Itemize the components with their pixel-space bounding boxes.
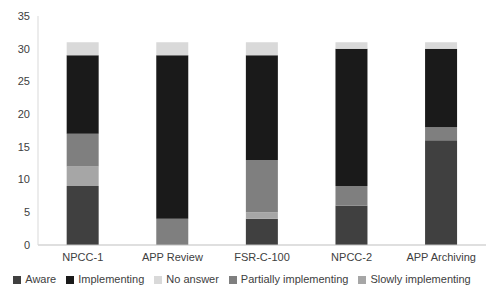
svg-text:30: 30 <box>18 43 30 55</box>
svg-text:NPCC-1: NPCC-1 <box>62 251 103 263</box>
svg-text:NPCC-2: NPCC-2 <box>331 251 372 263</box>
svg-text:25: 25 <box>18 75 30 87</box>
html-text:Slowly implementing: Slowly implementing <box>370 273 471 285</box>
svg-text:APP Review: APP Review <box>142 251 203 263</box>
svg-text:APP Archiving: APP Archiving <box>406 251 476 263</box>
svg-text:0: 0 <box>24 239 30 251</box>
html-text:Implementing: Implementing <box>78 273 145 285</box>
svg-text:35: 35 <box>18 10 30 22</box>
svg-text:10: 10 <box>18 173 30 185</box>
html-text:Aware: Aware <box>25 273 57 285</box>
html-text:No answer: No answer <box>166 273 219 285</box>
html-text:Partially implementing: Partially implementing <box>240 273 349 285</box>
svg-text:5: 5 <box>24 206 30 218</box>
svg-text:20: 20 <box>18 108 30 120</box>
svg-text:15: 15 <box>18 141 30 153</box>
svg-text:FSR-C-100: FSR-C-100 <box>234 251 290 263</box>
